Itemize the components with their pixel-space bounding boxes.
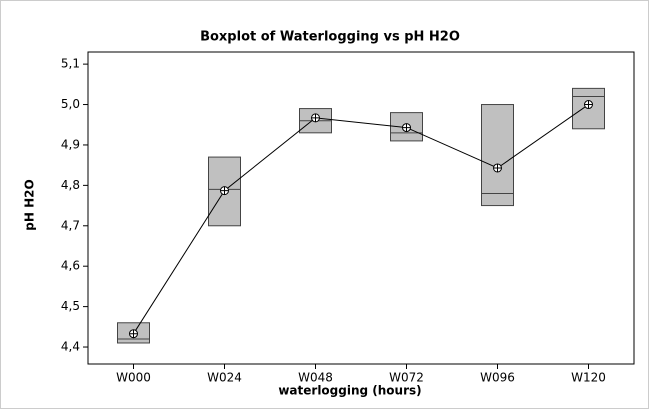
- plot-area: [87, 51, 635, 365]
- mean-cross: [311, 113, 320, 122]
- y-tick-label: 4,8: [61, 178, 80, 192]
- mean-cross: [129, 329, 138, 338]
- x-tick-label: W000: [116, 371, 151, 385]
- y-axis-label: pH H2O: [23, 179, 37, 230]
- y-tick-label: 4,4: [61, 340, 80, 354]
- y-tick-label: 5,0: [61, 97, 80, 111]
- chart-title: Boxplot of Waterlogging vs pH H2O: [200, 30, 460, 45]
- y-tick-label: 4,9: [61, 137, 80, 151]
- y-tick-label: 4,7: [61, 218, 80, 232]
- box: [481, 104, 514, 207]
- mean-cross: [584, 100, 593, 109]
- x-tick-label: W024: [207, 371, 242, 385]
- y-tick-label: 5,1: [61, 57, 80, 71]
- mean-cross: [402, 123, 411, 132]
- x-tick-label: W072: [389, 371, 424, 385]
- y-tick-label: 4,5: [61, 299, 80, 313]
- x-tick-label: W120: [571, 371, 606, 385]
- x-tick-label: W048: [298, 371, 333, 385]
- mean-line: [133, 104, 589, 334]
- x-tick-label: W096: [480, 371, 515, 385]
- x-axis-label: waterlogging (hours): [278, 384, 421, 398]
- mean-cross: [220, 186, 229, 195]
- y-tick-label: 4,6: [61, 259, 80, 273]
- mean-cross: [493, 163, 502, 172]
